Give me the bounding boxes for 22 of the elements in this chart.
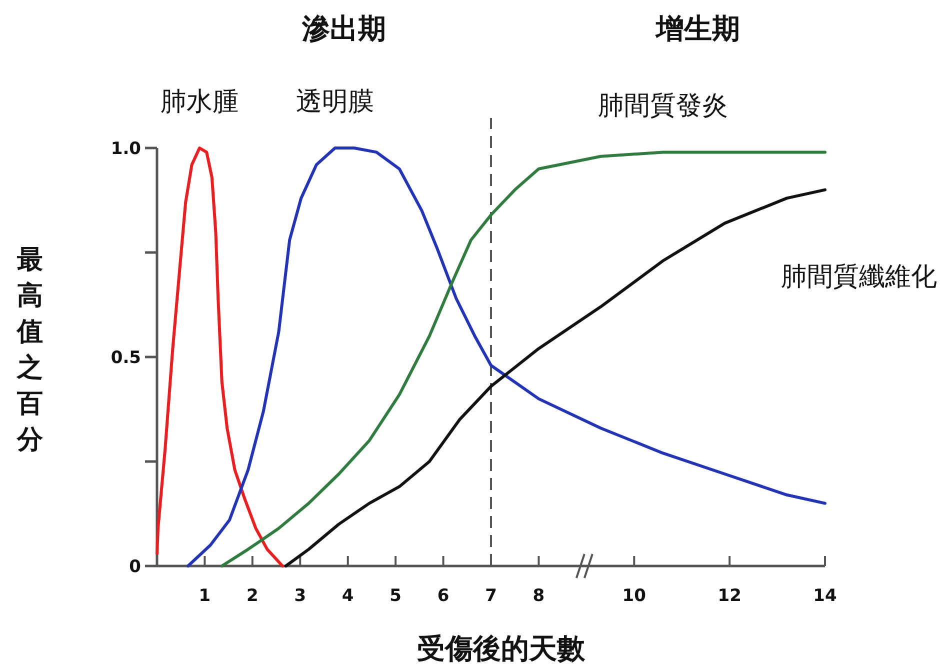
x-tick-label: 2 bbox=[246, 586, 258, 606]
x-tick-label: 10 bbox=[622, 586, 646, 606]
x-tick-label: 14 bbox=[813, 586, 837, 606]
y-axis-title: 最高值之百分 bbox=[16, 245, 44, 455]
x-tick-label: 4 bbox=[342, 586, 354, 606]
text: 肺間質纖維化 bbox=[781, 262, 937, 292]
x-axis-title: 受傷後的天數 bbox=[417, 632, 586, 665]
x-tick-label: 12 bbox=[718, 586, 742, 606]
x-tick-label: 7 bbox=[485, 586, 497, 606]
x-tick-label: 3 bbox=[294, 586, 306, 606]
x-tick-label: 1 bbox=[198, 586, 211, 606]
text: 滲出期 bbox=[301, 12, 386, 45]
series-label: 肺水腫 bbox=[160, 87, 238, 117]
x-tick-label: 8 bbox=[532, 586, 545, 606]
series-label: 肺間質發炎 bbox=[598, 91, 728, 122]
y-tick-label: 1.0 bbox=[110, 139, 142, 159]
y-tick-label: 0 bbox=[129, 557, 142, 577]
x-tick-label: 6 bbox=[437, 586, 450, 606]
series-label: 透明膜 bbox=[296, 87, 374, 117]
text: 增生期 bbox=[654, 12, 740, 45]
x-tick-label: 5 bbox=[390, 586, 402, 606]
y-tick-label: 0.5 bbox=[110, 348, 141, 368]
